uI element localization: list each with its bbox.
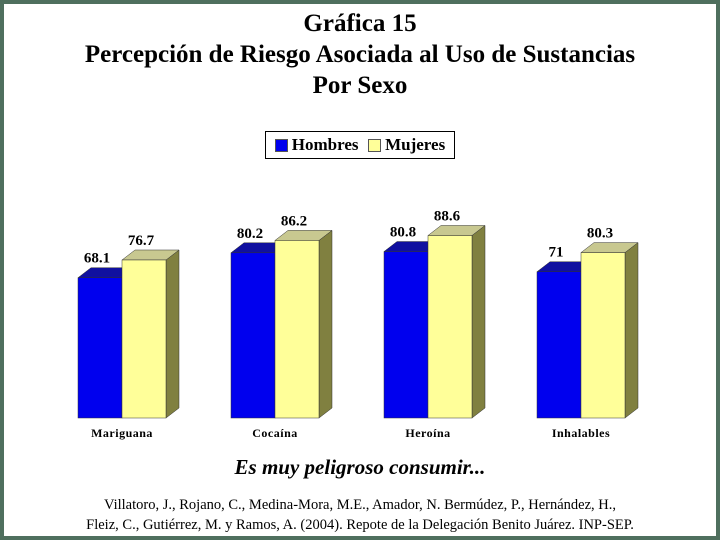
source-line-2: Fleiz, C., Gutiérrez, M. y Ramos, A. (20… xyxy=(86,517,634,533)
data-label-1-1: 86.2 xyxy=(281,213,307,229)
category-label-2: Heroína xyxy=(405,426,450,440)
bar-side-1-0 xyxy=(165,249,180,419)
bar-mujeres-3 xyxy=(580,252,626,419)
data-label-1-3: 80.3 xyxy=(587,226,613,242)
bar-mujeres-2 xyxy=(427,235,473,419)
bar-mujeres-1 xyxy=(274,240,320,419)
category-label-3: Inhalables xyxy=(552,426,610,440)
category-label-0: Mariguana xyxy=(91,426,153,440)
data-label-0-3: 71 xyxy=(549,245,564,261)
bar-side-1-3 xyxy=(624,242,639,419)
title-line-2: Percepción de Riesgo Asociada al Uso de … xyxy=(84,41,636,68)
source-citation: Villatoro, J., Rojano, C., Medina-Mora, … xyxy=(0,495,720,535)
data-label-0-0: 68.1 xyxy=(84,251,110,267)
legend-swatch-hombres xyxy=(274,138,288,152)
chart-title: Gráfica 15 Percepción de Riesgo Asociada… xyxy=(0,8,720,101)
data-label-1-2: 88.6 xyxy=(434,208,461,224)
bar-side-1-1 xyxy=(318,229,333,419)
bar-hombres-3 xyxy=(536,271,582,419)
legend-item-hombres: Hombres xyxy=(274,135,359,155)
bar-hombres-0 xyxy=(77,277,123,419)
legend-swatch-mujeres xyxy=(368,138,382,152)
data-label-0-1: 80.2 xyxy=(237,226,263,242)
chart-legend: Hombres Mujeres xyxy=(265,131,455,159)
legend-item-mujeres: Mujeres xyxy=(368,135,445,155)
bar-hombres-1 xyxy=(230,252,276,419)
bar-side-1-2 xyxy=(471,224,486,419)
data-label-1-0: 76.7 xyxy=(128,233,155,249)
title-line-1: Gráfica 15 xyxy=(303,10,417,37)
category-label-1: Cocaína xyxy=(252,426,298,440)
bar-hombres-2 xyxy=(383,251,429,419)
title-line-3: Por Sexo xyxy=(312,72,408,99)
chart-subtitle: Es muy peligroso consumir... xyxy=(234,455,486,479)
legend-label-mujeres: Mujeres xyxy=(385,135,446,154)
bar-mujeres-0 xyxy=(121,259,167,419)
legend-label-hombres: Hombres xyxy=(291,135,359,154)
source-line-1: Villatoro, J., Rojano, C., Medina-Mora, … xyxy=(104,497,616,513)
data-label-0-2: 80.8 xyxy=(390,225,416,241)
